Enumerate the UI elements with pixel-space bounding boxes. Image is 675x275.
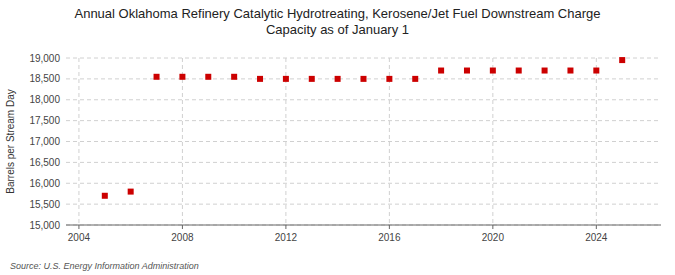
point <box>179 74 185 80</box>
x-tick <box>78 225 79 229</box>
point <box>283 76 289 82</box>
point <box>309 76 315 82</box>
point <box>335 76 341 82</box>
x-tick <box>285 225 286 229</box>
source-note: Source: U.S. Energy Information Administ… <box>10 261 199 271</box>
point <box>386 76 392 82</box>
x-grid-line <box>78 58 79 225</box>
grid <box>66 58 661 225</box>
x-tick-label: 2004 <box>68 232 91 243</box>
y-tick-label: 16,500 <box>29 157 60 168</box>
y-axis-label: Barrels per Stream Day <box>5 89 16 193</box>
point <box>257 76 263 82</box>
x-grid-line <box>596 58 597 225</box>
point <box>464 68 470 74</box>
point <box>619 57 625 63</box>
y-grid-line <box>66 120 661 121</box>
x-tick <box>596 225 597 229</box>
y-tick-label: 18,000 <box>29 94 60 105</box>
y-grid-line <box>66 183 661 184</box>
point <box>490 68 496 74</box>
y-tick-label: 16,000 <box>29 178 60 189</box>
x-tick-label: 2008 <box>171 232 194 243</box>
point <box>412 76 418 82</box>
y-grid-line <box>66 99 661 100</box>
chart: Annual Oklahoma Refinery Catalytic Hydro… <box>0 0 675 275</box>
y-grid-line <box>66 141 661 142</box>
points <box>102 57 625 199</box>
x-tick <box>182 225 183 229</box>
point <box>567 68 573 74</box>
point <box>128 189 134 195</box>
x-grid-line <box>182 58 183 225</box>
y-tick-label: 19,000 <box>29 53 60 64</box>
x-tick-label: 2020 <box>482 232 505 243</box>
x-tick-label: 2016 <box>378 232 401 243</box>
y-grid-line <box>66 204 661 205</box>
point <box>593 68 599 74</box>
x-axis-line <box>66 225 661 226</box>
point <box>231 74 237 80</box>
point <box>361 76 367 82</box>
point <box>154 74 160 80</box>
x-axis: 2004 2008 2012 2016 2020 2024 <box>66 225 661 243</box>
title: Annual Oklahoma Refinery Catalytic Hydro… <box>74 6 600 37</box>
x-tick <box>389 225 390 229</box>
point <box>438 68 444 74</box>
y-grid-line <box>66 58 661 59</box>
x-tick-label: 2012 <box>275 232 298 243</box>
y-tick-label: 15,500 <box>29 199 60 210</box>
y-axis: 15,000 15,500 16,000 16,500 17,000 17,500 18,0… <box>29 53 60 231</box>
y-grid-line <box>66 162 661 163</box>
point <box>542 68 548 74</box>
y-tick-label: 17,000 <box>29 136 60 147</box>
x-grid-line <box>492 58 493 225</box>
point <box>102 193 108 199</box>
x-grid-line <box>285 58 286 225</box>
x-tick-label: 2024 <box>585 232 608 243</box>
y-tick-label: 17,500 <box>29 115 60 126</box>
point <box>205 74 211 80</box>
y-grid-line <box>66 225 661 226</box>
point <box>516 68 522 74</box>
y-tick-label: 18,500 <box>29 73 60 84</box>
x-tick <box>492 225 493 229</box>
x-grid-line <box>389 58 390 225</box>
y-tick-label: 15,000 <box>29 220 60 231</box>
